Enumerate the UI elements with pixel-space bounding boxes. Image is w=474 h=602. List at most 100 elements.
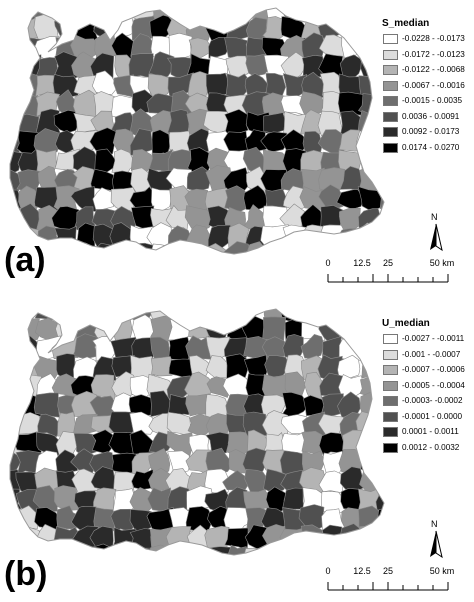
map-region xyxy=(91,429,116,455)
map-region xyxy=(225,73,253,99)
legend-item: -0.0003- -0.0002 xyxy=(382,395,474,411)
legend-swatch xyxy=(383,396,398,406)
map-region xyxy=(147,73,172,98)
map-region xyxy=(151,129,171,156)
legend-item: 0.0174 - 0.0270 xyxy=(382,142,474,158)
map-region xyxy=(129,411,157,435)
legend-item: -0.0027 - -0.0011 xyxy=(382,333,474,349)
map-region xyxy=(204,525,230,552)
map-region xyxy=(337,354,361,380)
map-region xyxy=(337,391,361,419)
legend-item: -0.0067 - -0.0016 xyxy=(382,80,474,96)
study-area-boundary xyxy=(9,308,385,556)
map-region xyxy=(339,207,361,232)
map-region xyxy=(55,449,78,473)
map-region xyxy=(321,524,345,553)
legend-swatch xyxy=(383,111,398,122)
legend-swatch xyxy=(383,65,398,75)
scale-tick-label: 25 xyxy=(382,566,394,576)
north-arrow-icon: N xyxy=(424,519,448,559)
scale-tick-label: 50 km xyxy=(429,258,455,268)
legend-swatch xyxy=(383,96,398,106)
legend-range: -0.0228 - -0.0173 xyxy=(402,34,465,43)
map-region xyxy=(205,447,234,474)
legend-range: -0.0122 - -0.0068 xyxy=(402,65,465,74)
legend-range: -0.0003- -0.0002 xyxy=(402,396,463,405)
legend-swatch xyxy=(383,80,398,91)
legend-range: 0.0174 - 0.0270 xyxy=(402,142,460,152)
map-region xyxy=(261,336,291,360)
map-region xyxy=(280,51,308,78)
map-region xyxy=(224,109,251,135)
map-region xyxy=(300,309,328,326)
legend-range: 0.0036 - 0.0091 xyxy=(402,111,460,121)
legend-item: -0.0007 - -0.0006 xyxy=(382,364,474,380)
map-region xyxy=(319,224,347,248)
map-region xyxy=(10,150,23,176)
map-region xyxy=(225,353,248,381)
map-region xyxy=(356,525,380,553)
map-region xyxy=(184,205,215,233)
map-region xyxy=(53,109,80,134)
legend-item: 0.0012 - 0.0032 xyxy=(382,442,474,458)
legend-range: -0.0172 - -0.0123 xyxy=(402,49,465,59)
map-region xyxy=(245,53,270,77)
scale-tick-label: 12.5 xyxy=(353,566,371,576)
legend-range: 0.0012 - 0.0032 xyxy=(402,442,460,452)
panel-label-a: (a) xyxy=(4,241,46,279)
map-region xyxy=(91,70,118,96)
legend-swatch xyxy=(383,49,398,60)
choropleth-map-b xyxy=(9,308,385,556)
legend-item: -0.001 - -0.0007 xyxy=(382,349,474,365)
map-region xyxy=(10,412,22,437)
legend-item: -0.0005 - -0.0004 xyxy=(382,380,474,396)
map-region xyxy=(92,187,115,210)
north-label: N xyxy=(431,212,438,222)
map-region xyxy=(299,8,329,23)
map-region xyxy=(263,112,287,134)
legend-item: -0.0015 - 0.0035 xyxy=(382,95,474,111)
map-region xyxy=(282,224,307,253)
map-region xyxy=(33,392,60,418)
map-region xyxy=(245,507,268,533)
legend-range: -0.0027 - -0.0011 xyxy=(402,334,465,343)
map-region xyxy=(111,148,137,176)
legend-a: S_median -0.0228 - -0.0173 -0.0172 - -0.… xyxy=(382,18,474,157)
map-region xyxy=(225,55,251,78)
legend-swatch xyxy=(383,349,398,360)
map-region xyxy=(148,431,173,454)
legend-swatch xyxy=(383,34,398,44)
legend-title-b: U_median xyxy=(382,318,430,329)
legend-item: 0.0036 - 0.0091 xyxy=(382,111,474,127)
map-region xyxy=(338,523,363,551)
scale-bar: 0 12.5 25 50 km xyxy=(322,258,472,294)
map-region xyxy=(167,450,191,473)
study-area-boundary xyxy=(9,7,385,255)
map-region xyxy=(361,353,384,379)
map-region xyxy=(242,447,268,476)
map-region xyxy=(149,14,177,42)
scale-tick-label: 12.5 xyxy=(353,258,371,268)
map-region xyxy=(223,149,251,173)
map-region xyxy=(168,32,193,60)
map-region xyxy=(205,546,232,555)
legend-swatch xyxy=(383,127,398,137)
map-region xyxy=(185,243,214,254)
choropleth-map-a xyxy=(9,7,385,255)
legend-range: -0.001 - -0.0007 xyxy=(402,349,461,359)
map-region xyxy=(89,127,117,157)
legend-title-a: S_median xyxy=(382,18,430,29)
scale-tick-label: 50 km xyxy=(429,566,455,576)
map-region xyxy=(376,187,384,211)
legend-range: -0.0015 - 0.0035 xyxy=(402,96,463,105)
map-region xyxy=(70,34,101,61)
map-region xyxy=(223,507,251,532)
panel-label-b: (b) xyxy=(4,555,48,593)
legend-swatch xyxy=(383,365,398,375)
north-label: N xyxy=(431,519,438,529)
map-region xyxy=(318,167,346,194)
legend-item: -0.0228 - -0.0173 xyxy=(382,33,474,49)
legend-range: 0.0092 - 0.0173 xyxy=(402,127,460,136)
legend-swatch xyxy=(383,427,398,437)
map-region xyxy=(187,413,213,437)
